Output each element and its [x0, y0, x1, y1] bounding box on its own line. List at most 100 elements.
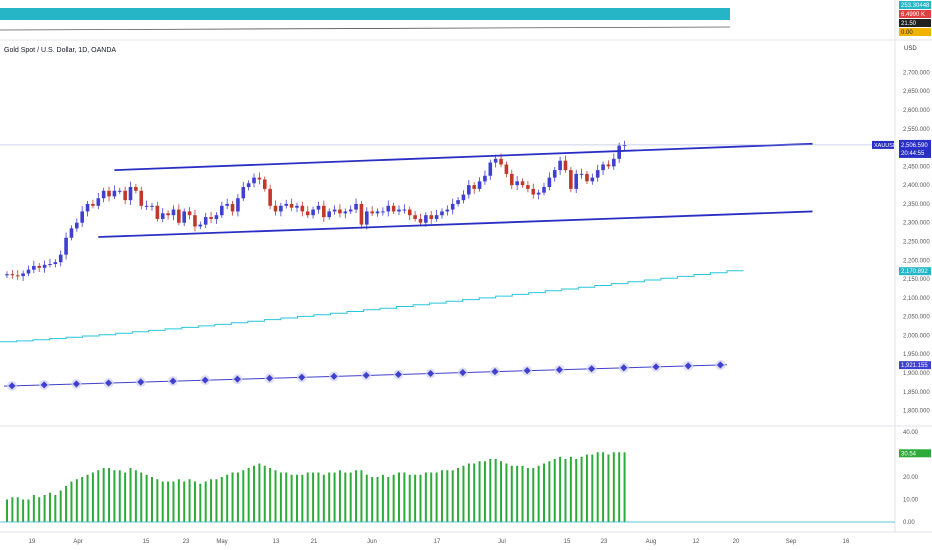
- candle-body: [579, 173, 584, 175]
- candle-body: [236, 198, 240, 212]
- volume-bar: [537, 465, 540, 522]
- candle-body: [48, 264, 52, 266]
- candle-body: [504, 164, 509, 174]
- time-axis-label: May: [216, 539, 227, 545]
- volume-bar: [387, 477, 390, 522]
- candle-body: [531, 188, 536, 195]
- volume-bar: [156, 479, 159, 522]
- candle-body: [386, 205, 391, 212]
- candle-body: [198, 224, 203, 227]
- candle-body: [10, 274, 15, 276]
- volume-bar: [102, 468, 105, 522]
- volume-bar: [365, 474, 368, 522]
- price-tags: XAUUSD 2,506.590 20:44:55 2,170.892 1,921.15…: [0, 1, 931, 458]
- volume-bar: [290, 474, 293, 522]
- price-axis-label: 2,250.000: [903, 240, 930, 246]
- candle-body: [58, 254, 63, 263]
- channel-line-upper[interactable]: [114, 142, 813, 172]
- price-axis-label: 2,350.000: [903, 202, 930, 208]
- candle-body: [203, 217, 208, 225]
- candle-body: [85, 203, 90, 212]
- volume-bar: [183, 481, 186, 522]
- channel-line-lower[interactable]: [98, 210, 813, 238]
- candle-body: [155, 205, 160, 219]
- volume-bar: [494, 459, 497, 522]
- volume-bar: [140, 472, 143, 522]
- candle-body: [434, 215, 439, 219]
- candle-body: [364, 211, 369, 225]
- volume-bar: [253, 465, 256, 522]
- candle-body: [279, 205, 283, 212]
- volume-bar: [167, 481, 170, 522]
- candle-body: [574, 173, 579, 189]
- currency-label[interactable]: USD: [904, 46, 917, 52]
- volume-bar: [602, 452, 605, 522]
- volume-bar: [263, 465, 266, 522]
- volume-bar: [457, 468, 460, 522]
- volume-bar: [70, 481, 73, 522]
- time-axis-label: 21: [311, 539, 318, 545]
- volume-bar: [392, 474, 395, 522]
- candle-body: [381, 211, 385, 213]
- candle-body: [171, 209, 176, 216]
- volume-bar: [22, 499, 25, 522]
- candle-body: [348, 209, 353, 212]
- candle-body: [483, 175, 487, 182]
- candle-body: [15, 275, 20, 277]
- volume-bar: [97, 470, 100, 522]
- candle-body: [252, 177, 256, 184]
- price-axis-label: 2,550.000: [903, 127, 930, 133]
- volume-bar: [328, 472, 331, 522]
- price-axis-label: 2,700.000: [903, 70, 930, 76]
- volume-bar: [564, 459, 567, 522]
- top-pane-tag-bg: [899, 28, 931, 36]
- candle-body: [499, 158, 503, 165]
- candle-body: [526, 185, 530, 189]
- volume-bar: [193, 481, 196, 522]
- candle-body: [332, 209, 337, 212]
- candle-body: [536, 192, 541, 195]
- volume-axis-label: 0.00: [903, 520, 915, 526]
- candle-body: [563, 160, 568, 171]
- volume-bar: [344, 472, 347, 522]
- time-axis-label: 15: [143, 539, 150, 545]
- top-pane-tag: 6.4990 K: [901, 12, 925, 18]
- candle-body: [461, 194, 466, 201]
- volume-bar: [349, 472, 352, 522]
- candle-body: [450, 203, 455, 210]
- volume-bar: [204, 481, 207, 522]
- volume-bar: [424, 472, 427, 522]
- candle-body: [445, 209, 450, 212]
- candle-body: [456, 200, 460, 204]
- volume-bar: [236, 472, 239, 522]
- candle-body: [107, 190, 111, 197]
- indicator-marker: [555, 366, 563, 374]
- candle-body: [595, 170, 600, 178]
- volume-bar: [81, 477, 84, 522]
- time-axis-label: Jun: [367, 539, 377, 545]
- volume-bar: [124, 472, 127, 522]
- price-axis-label: 2,150.000: [903, 277, 930, 283]
- volume-bar: [446, 470, 449, 522]
- candle-body: [32, 265, 36, 270]
- candle-body: [193, 215, 197, 227]
- candle-body: [139, 190, 144, 206]
- volume-bar: [398, 472, 401, 522]
- volume-bar: [113, 470, 116, 522]
- indicator-marker: [40, 381, 48, 389]
- top-pane-line: [0, 26, 731, 31]
- candle-body: [246, 183, 251, 188]
- indicator-marker: [523, 367, 531, 375]
- indicator-marker: [588, 365, 596, 373]
- top-pane-tag-bg: [899, 10, 931, 18]
- time-axis-label: Aug: [646, 539, 657, 545]
- candle-body: [520, 181, 525, 186]
- time-axis-label: Apr: [73, 539, 82, 545]
- price-axis-label: 2,300.000: [903, 221, 930, 227]
- volume-bar: [596, 452, 599, 522]
- volume-bar: [575, 459, 578, 522]
- volume-value-tag: 30.54: [901, 451, 917, 457]
- candle-body: [552, 170, 557, 178]
- candle-body: [316, 205, 321, 210]
